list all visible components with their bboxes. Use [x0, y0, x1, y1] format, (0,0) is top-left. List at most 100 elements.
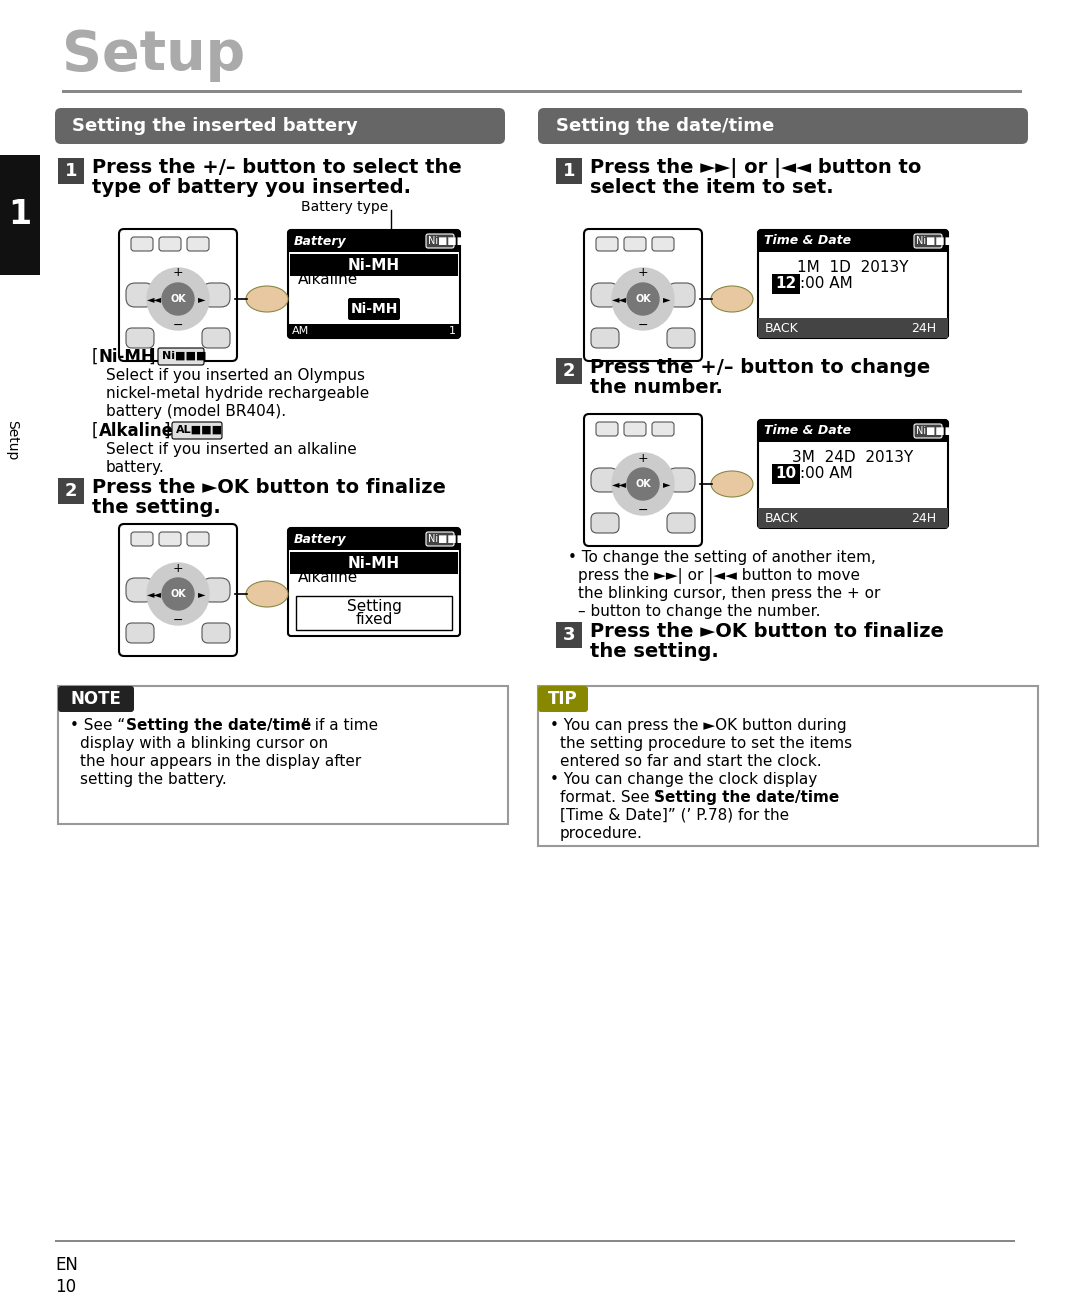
- Bar: [758, 318, 948, 338]
- Text: Ni-MH: Ni-MH: [348, 555, 400, 570]
- Text: Press the +/– button to change: Press the +/– button to change: [590, 358, 930, 377]
- Text: Setting the date/time: Setting the date/time: [654, 790, 839, 806]
- Text: OK: OK: [171, 293, 186, 304]
- FancyBboxPatch shape: [596, 422, 618, 436]
- Bar: [288, 528, 460, 550]
- Text: 1: 1: [563, 162, 576, 179]
- Text: 3: 3: [563, 626, 576, 645]
- FancyBboxPatch shape: [187, 532, 210, 546]
- Text: ►: ►: [199, 293, 206, 304]
- Text: fixed: fixed: [355, 613, 393, 627]
- FancyBboxPatch shape: [596, 237, 618, 252]
- Text: Battery: Battery: [294, 532, 347, 545]
- Text: 24H: 24H: [912, 511, 936, 524]
- Text: display with a blinking cursor on: display with a blinking cursor on: [80, 736, 328, 751]
- Text: ]: ]: [163, 422, 170, 440]
- FancyBboxPatch shape: [591, 514, 619, 533]
- FancyBboxPatch shape: [131, 532, 153, 546]
- Bar: [58, 159, 84, 183]
- Text: 1: 1: [449, 326, 456, 335]
- FancyBboxPatch shape: [758, 231, 948, 338]
- Text: Press the ►►| or |◄◄ button to: Press the ►►| or |◄◄ button to: [590, 159, 921, 178]
- FancyBboxPatch shape: [158, 348, 204, 365]
- Text: −: −: [638, 503, 648, 516]
- Text: Ni-MH: Ni-MH: [99, 348, 156, 365]
- Text: Setup: Setup: [62, 28, 245, 83]
- Text: 12: 12: [775, 276, 797, 292]
- Text: Press the ►OK button to finalize: Press the ►OK button to finalize: [92, 478, 446, 496]
- Text: Alkaline: Alkaline: [298, 272, 359, 287]
- Text: Select if you inserted an Olympus: Select if you inserted an Olympus: [106, 368, 365, 383]
- Text: :00 AM: :00 AM: [800, 276, 853, 292]
- FancyBboxPatch shape: [126, 283, 154, 307]
- FancyBboxPatch shape: [667, 514, 696, 533]
- Text: • You can press the ►OK button during: • You can press the ►OK button during: [550, 718, 847, 734]
- FancyBboxPatch shape: [159, 532, 181, 546]
- FancyBboxPatch shape: [187, 237, 210, 252]
- Circle shape: [612, 269, 674, 330]
- FancyBboxPatch shape: [288, 528, 460, 635]
- Bar: [291, 552, 458, 574]
- Circle shape: [147, 269, 210, 330]
- Bar: [772, 274, 800, 293]
- Text: TIP: TIP: [548, 690, 578, 707]
- Text: the blinking cursor, then press the + or: the blinking cursor, then press the + or: [578, 586, 880, 601]
- Text: +: +: [173, 562, 184, 575]
- Text: Battery: Battery: [294, 234, 347, 248]
- Text: Alkaline: Alkaline: [298, 570, 359, 586]
- FancyBboxPatch shape: [624, 422, 646, 436]
- FancyBboxPatch shape: [202, 283, 230, 307]
- FancyBboxPatch shape: [288, 231, 460, 338]
- Text: ►: ►: [663, 293, 671, 304]
- Text: • To change the setting of another item,: • To change the setting of another item,: [568, 550, 876, 565]
- Text: 1: 1: [9, 199, 31, 232]
- FancyBboxPatch shape: [914, 234, 942, 248]
- Text: AL■■■: AL■■■: [176, 424, 224, 435]
- Text: ]: ]: [148, 348, 154, 365]
- Text: type of battery you inserted.: type of battery you inserted.: [92, 178, 411, 196]
- Text: BACK: BACK: [765, 511, 799, 524]
- FancyBboxPatch shape: [159, 237, 181, 252]
- Text: AM: AM: [292, 326, 309, 335]
- Text: Ni-MH: Ni-MH: [350, 303, 397, 316]
- Circle shape: [162, 578, 194, 610]
- FancyBboxPatch shape: [126, 328, 154, 348]
- Circle shape: [612, 453, 674, 515]
- Bar: [758, 231, 948, 252]
- Text: 1M  1D  2013Y: 1M 1D 2013Y: [797, 261, 908, 275]
- Text: 3M  24D  2013Y: 3M 24D 2013Y: [793, 451, 914, 465]
- Text: [Time & Date]” (’ P.78) for the: [Time & Date]” (’ P.78) for the: [561, 808, 789, 823]
- FancyBboxPatch shape: [202, 328, 230, 348]
- Text: ◄◄: ◄◄: [611, 479, 626, 489]
- Text: the setting.: the setting.: [92, 498, 220, 517]
- FancyBboxPatch shape: [126, 624, 154, 643]
- Text: the setting.: the setting.: [590, 642, 719, 662]
- Bar: [556, 159, 582, 183]
- Text: Setting the date/time: Setting the date/time: [556, 117, 774, 135]
- Text: Setting the date/time: Setting the date/time: [126, 718, 311, 734]
- Text: format. See “: format. See “: [561, 790, 662, 806]
- Text: 10: 10: [775, 466, 797, 482]
- Text: Setup: Setup: [5, 419, 19, 460]
- Text: NOTE: NOTE: [70, 690, 121, 707]
- FancyBboxPatch shape: [914, 424, 942, 438]
- Bar: [288, 231, 460, 252]
- Bar: [55, 1241, 1015, 1242]
- Bar: [0, 155, 40, 275]
- FancyBboxPatch shape: [202, 624, 230, 643]
- Bar: [556, 622, 582, 648]
- Ellipse shape: [711, 472, 753, 496]
- FancyBboxPatch shape: [58, 686, 134, 713]
- FancyBboxPatch shape: [131, 237, 153, 252]
- Text: Ni■■■: Ni■■■: [162, 351, 206, 362]
- FancyBboxPatch shape: [119, 229, 237, 362]
- FancyBboxPatch shape: [667, 468, 696, 493]
- Text: ◄◄: ◄◄: [611, 293, 626, 304]
- FancyBboxPatch shape: [202, 578, 230, 603]
- Text: ◄◄: ◄◄: [147, 590, 162, 599]
- Bar: [296, 596, 453, 630]
- Text: Time & Date: Time & Date: [764, 234, 851, 248]
- Ellipse shape: [711, 286, 753, 312]
- Text: BACK: BACK: [765, 321, 799, 334]
- FancyBboxPatch shape: [119, 524, 237, 656]
